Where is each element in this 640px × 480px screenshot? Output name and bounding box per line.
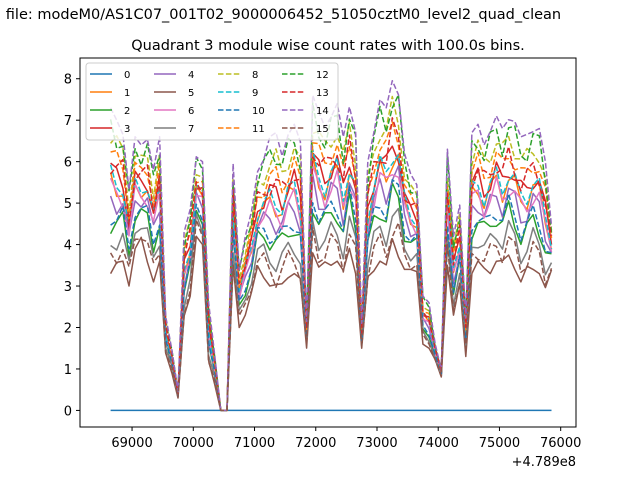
y-tick-label: 8 — [64, 73, 72, 88]
legend-label-10: 10 — [252, 106, 265, 117]
y-tick-label: 6 — [64, 156, 72, 171]
legend-label-12: 12 — [316, 70, 329, 81]
legend-label-6: 6 — [188, 106, 194, 117]
x-tick-label: 71000 — [234, 436, 275, 451]
series-line-15 — [109, 219, 553, 412]
legend-label-2: 2 — [124, 106, 130, 117]
suptitle: n file: modeM0/AS1C07_001T02_9000006452_… — [0, 7, 561, 23]
x-axis: 69000 70000 71000 72000 73000 74000 75000 76000 — [111, 427, 581, 451]
series-line-13 — [109, 117, 553, 412]
x-tick-label: 75000 — [479, 436, 520, 451]
x-tick-label: 73000 — [356, 436, 397, 451]
legend-label-15: 15 — [316, 124, 329, 135]
y-tick-label: 4 — [64, 239, 72, 254]
y-tick-label: 3 — [64, 280, 72, 295]
y-tick-label: 1 — [64, 363, 72, 378]
series-line-11 — [110, 121, 553, 412]
legend-label-14: 14 — [316, 106, 329, 117]
series-line-14 — [109, 79, 553, 412]
legend-label-11: 11 — [252, 124, 265, 135]
y-tick-label: 0 — [64, 404, 72, 419]
chart-title: Quadrant 3 module wise count rates with … — [131, 38, 525, 54]
x-tick-label: 76000 — [540, 436, 581, 451]
legend-label-4: 4 — [188, 70, 194, 81]
y-axis: 0 1 2 3 4 5 6 7 8 — [64, 73, 80, 419]
plot-frame — [79, 57, 577, 428]
x-offset-label: +4.789e8 — [512, 455, 576, 470]
series-line-7 — [110, 207, 553, 412]
legend-label-3: 3 — [124, 124, 130, 135]
legend-label-5: 5 — [188, 88, 194, 99]
legend-label-1: 1 — [124, 88, 130, 99]
x-tick-label: 74000 — [418, 436, 459, 451]
x-tick-label: 72000 — [295, 436, 336, 451]
legend-label-7: 7 — [188, 124, 194, 135]
legend-label-13: 13 — [316, 88, 329, 99]
x-tick-label: 70000 — [173, 436, 214, 451]
x-tick-label: 69000 — [111, 436, 152, 451]
legend-label-0: 0 — [124, 70, 130, 81]
y-tick-label: 2 — [64, 321, 72, 336]
y-tick-label: 5 — [64, 197, 72, 212]
legend-label-8: 8 — [252, 70, 258, 81]
series-layer — [109, 79, 553, 412]
legend-label-9: 9 — [252, 88, 258, 99]
series-line-10 — [110, 179, 552, 412]
legend-box — [85, 62, 339, 141]
y-tick-label: 7 — [64, 114, 72, 129]
